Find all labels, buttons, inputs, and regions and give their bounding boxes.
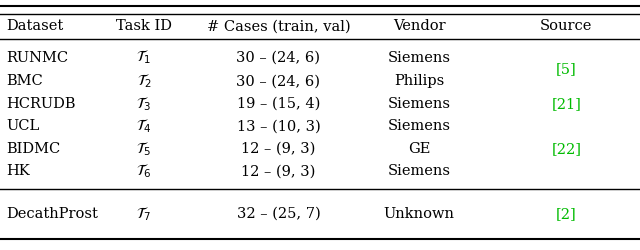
Text: $\mathcal{T}_4$: $\mathcal{T}_4$ (136, 118, 152, 135)
Text: BIDMC: BIDMC (6, 142, 61, 156)
Text: Source: Source (540, 19, 593, 33)
Text: $\mathcal{T}_7$: $\mathcal{T}_7$ (136, 205, 152, 222)
Text: [22]: [22] (552, 142, 581, 156)
Text: RUNMC: RUNMC (6, 50, 68, 64)
Text: # Cases (train, val): # Cases (train, val) (207, 19, 350, 33)
Text: Siemens: Siemens (388, 119, 451, 133)
Text: Siemens: Siemens (388, 164, 451, 178)
Text: 30 – (24, 6): 30 – (24, 6) (236, 74, 321, 88)
Text: Philips: Philips (394, 74, 444, 88)
Text: [21]: [21] (552, 97, 581, 111)
Text: GE: GE (408, 142, 430, 156)
Text: $\mathcal{T}_2$: $\mathcal{T}_2$ (136, 72, 152, 90)
Text: $\mathcal{T}_5$: $\mathcal{T}_5$ (136, 140, 152, 158)
Text: 32 – (25, 7): 32 – (25, 7) (237, 207, 320, 221)
Text: BMC: BMC (6, 74, 43, 88)
Text: Siemens: Siemens (388, 50, 451, 64)
Text: Vendor: Vendor (393, 19, 445, 33)
Text: [5]: [5] (556, 62, 577, 76)
Text: $\mathcal{T}_3$: $\mathcal{T}_3$ (136, 95, 152, 112)
Text: Siemens: Siemens (388, 97, 451, 111)
Text: $\mathcal{T}_1$: $\mathcal{T}_1$ (136, 49, 152, 66)
Text: 12 – (9, 3): 12 – (9, 3) (241, 142, 316, 156)
Text: DecathProst: DecathProst (6, 207, 99, 221)
Text: UCL: UCL (6, 119, 40, 133)
Text: Dataset: Dataset (6, 19, 63, 33)
Text: [2]: [2] (556, 207, 577, 221)
Text: HK: HK (6, 164, 30, 178)
Text: 30 – (24, 6): 30 – (24, 6) (236, 50, 321, 64)
Text: 12 – (9, 3): 12 – (9, 3) (241, 164, 316, 178)
Text: 13 – (10, 3): 13 – (10, 3) (237, 119, 320, 133)
Text: Unknown: Unknown (384, 207, 454, 221)
Text: HCRUDB: HCRUDB (6, 97, 76, 111)
Text: 19 – (15, 4): 19 – (15, 4) (237, 97, 320, 111)
Text: Task ID: Task ID (116, 19, 172, 33)
Text: $\mathcal{T}_6$: $\mathcal{T}_6$ (136, 162, 152, 180)
